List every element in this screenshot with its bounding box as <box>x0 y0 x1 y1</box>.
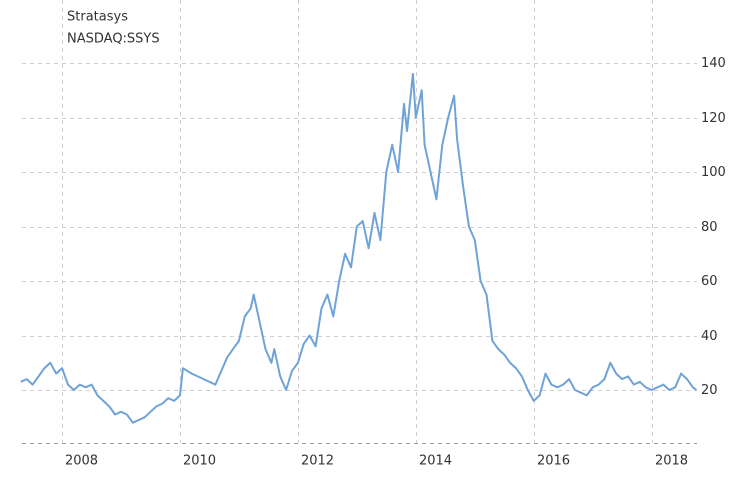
y-tick-label: 60 <box>701 274 718 289</box>
x-tick-label: 2018 <box>655 454 688 469</box>
y-tick-label: 100 <box>701 165 726 180</box>
x-tick-label: 2012 <box>301 454 334 469</box>
x-tick-label: 2008 <box>65 454 98 469</box>
x-tick-label: 2014 <box>419 454 452 469</box>
chart-title: Stratasys <box>67 10 128 25</box>
chart-subtitle: NASDAQ:SSYS <box>67 32 160 47</box>
y-tick-label: 120 <box>701 111 726 126</box>
y-tick-label: 20 <box>701 383 718 398</box>
y-tick-label: 40 <box>701 329 718 344</box>
x-tick-label: 2010 <box>183 454 216 469</box>
y-tick-label: 80 <box>701 220 718 235</box>
y-tick-label: 140 <box>701 56 726 71</box>
x-tick-label: 2016 <box>537 454 570 469</box>
price-line <box>20 72 698 424</box>
